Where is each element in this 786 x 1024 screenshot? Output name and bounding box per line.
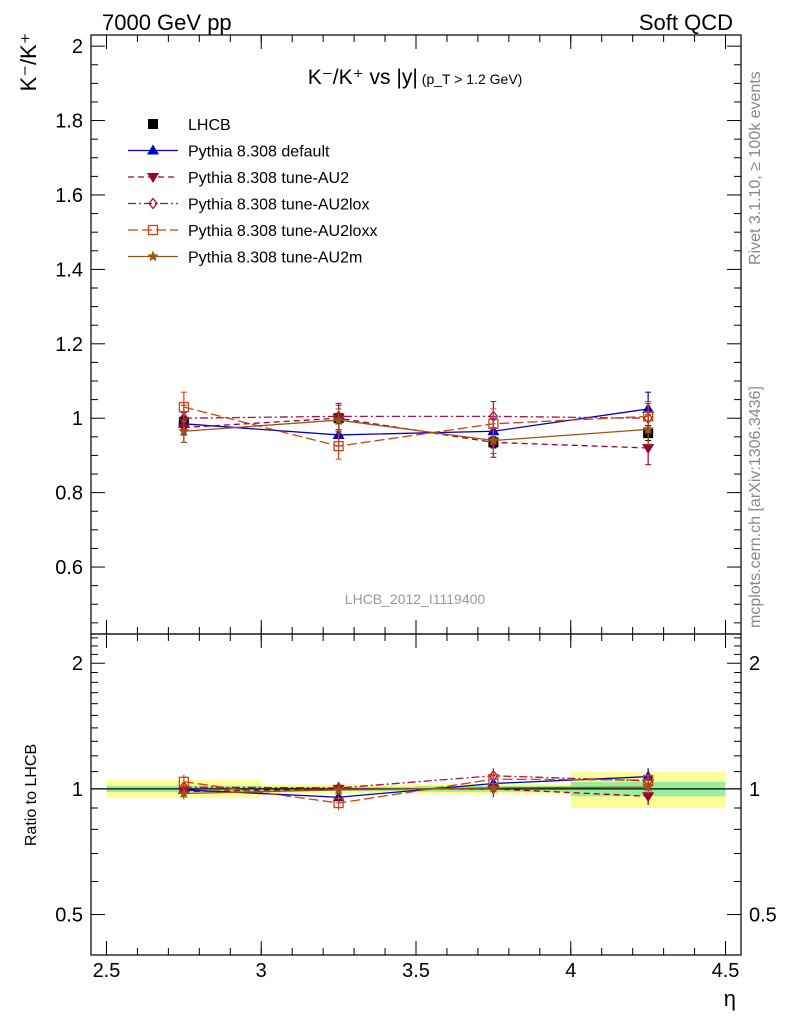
ratio-y-tick-label: 1 bbox=[72, 779, 83, 801]
x-tick-label: 4 bbox=[565, 960, 576, 982]
x-tick-label: 3 bbox=[256, 960, 267, 982]
series-line bbox=[183, 419, 649, 442]
y-tick-label: 1.6 bbox=[55, 185, 83, 207]
header-left: 7000 GeV pp bbox=[102, 10, 232, 35]
data-point bbox=[147, 173, 159, 183]
series-pythia-8-308-tune-au2m bbox=[178, 408, 654, 455]
legend-label: LHCB bbox=[188, 117, 231, 134]
data-point bbox=[333, 797, 344, 809]
chart-title-note: (p_T > 1.2 GeV) bbox=[422, 71, 523, 87]
chart-title: K⁻/K⁺ vs |y| (p_T > 1.2 GeV) bbox=[308, 66, 523, 89]
y-tick-label: 1 bbox=[72, 408, 83, 430]
data-point bbox=[147, 144, 159, 155]
y-tick-label: 0.6 bbox=[55, 557, 83, 579]
legend-label: Pythia 8.308 tune-AU2 bbox=[188, 170, 349, 187]
data-point bbox=[642, 443, 655, 454]
legend-label: Pythia 8.308 tune-AU2m bbox=[188, 250, 362, 267]
data-point bbox=[178, 776, 190, 787]
data-point bbox=[642, 781, 654, 792]
data-point bbox=[178, 787, 190, 799]
data-point bbox=[148, 197, 158, 210]
data-point bbox=[178, 401, 190, 413]
chart-title-main: K⁻/K⁺ vs |y| bbox=[308, 66, 418, 89]
x-axis-label: η bbox=[724, 986, 736, 1011]
x-tick-label: 2.5 bbox=[93, 960, 121, 982]
data-point bbox=[147, 250, 159, 262]
x-tick-label: 3.5 bbox=[402, 960, 430, 982]
legend-label: Pythia 8.308 tune-AU2lox bbox=[188, 197, 369, 214]
series-pythia-8-308-tune-au2 bbox=[177, 404, 655, 466]
series-line bbox=[183, 415, 649, 419]
x-tick-label: 4.5 bbox=[712, 960, 740, 982]
data-point bbox=[487, 782, 500, 793]
y-tick-label: 0.8 bbox=[55, 483, 83, 505]
ratio-y-tick-label-right: 1 bbox=[749, 779, 760, 801]
legend: LHCB Pythia 8.308 default Pythia 8.308 tun… bbox=[128, 117, 377, 267]
ratio-series-line bbox=[183, 786, 649, 795]
data-point bbox=[487, 434, 500, 446]
header-right: Soft QCD bbox=[639, 10, 733, 35]
data-point bbox=[178, 425, 190, 437]
y-axis-label: K⁻/K⁺ bbox=[16, 33, 41, 92]
data-point bbox=[332, 414, 345, 425]
ratio-y-tick-label: 0.5 bbox=[55, 905, 83, 927]
series-pythia-8-308-default bbox=[177, 391, 655, 447]
data-point bbox=[332, 783, 345, 795]
data-point bbox=[333, 440, 344, 452]
legend-label: Pythia 8.308 default bbox=[188, 144, 330, 161]
rivet-label: Rivet 3.1.10, ≥ 100k events bbox=[747, 71, 764, 265]
ratio-y-tick-label-right: 0.5 bbox=[749, 905, 777, 927]
mcplots-label: mcplots.cern.ch [arXiv:1306.3436] bbox=[747, 386, 764, 628]
y-tick-label: 1.4 bbox=[55, 259, 83, 281]
legend-label: Pythia 8.308 tune-AU2loxx bbox=[188, 223, 377, 240]
ratio-series-pythia-8-308-tune-au2m bbox=[178, 780, 654, 800]
y-tick-label: 1.2 bbox=[55, 334, 83, 356]
analysis-label: LHCB_2012_I1119400 bbox=[345, 591, 486, 607]
y-tick-label: 1.8 bbox=[55, 111, 83, 133]
data-point bbox=[147, 224, 159, 236]
data-point bbox=[642, 423, 654, 435]
ratio-y-axis-label: Ratio to LHCB bbox=[23, 744, 40, 846]
series-line bbox=[183, 408, 649, 436]
data-point bbox=[642, 792, 655, 803]
ratio-series-line bbox=[183, 775, 649, 789]
ratio-y-tick-label-right: 2 bbox=[749, 653, 760, 675]
series-line bbox=[183, 406, 649, 447]
ratio-series-line bbox=[183, 775, 649, 798]
series-pythia-8-308-tune-au2loxx bbox=[178, 391, 654, 460]
ratio-series-line bbox=[183, 778, 649, 804]
data-point bbox=[148, 119, 158, 129]
y-tick-label: 2 bbox=[72, 36, 83, 58]
ratio-y-tick-label: 2 bbox=[72, 653, 83, 675]
